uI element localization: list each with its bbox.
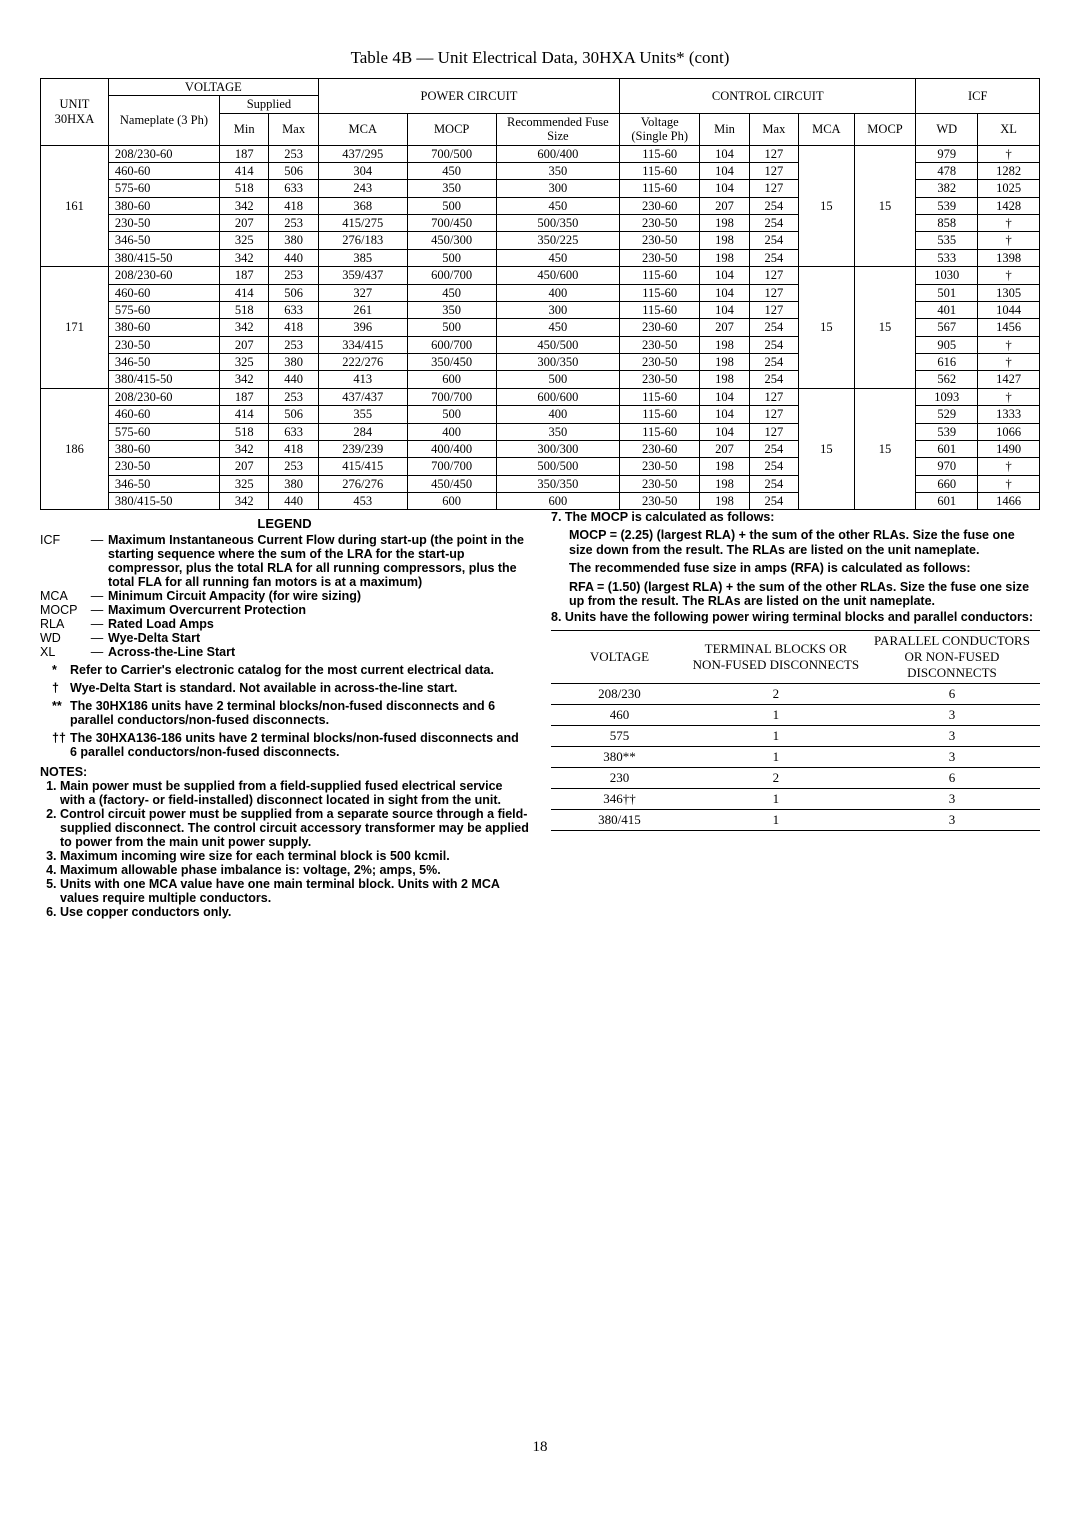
notes-title: NOTES: <box>40 765 529 779</box>
page-number: 18 <box>40 1439 1040 1456</box>
legend-title: LEGEND <box>40 516 529 531</box>
electrical-data-table: UNIT 30HXA VOLTAGE POWER CIRCUIT CONTROL… <box>40 78 1040 510</box>
rfa-formula: RFA = (1.50) (largest RLA) + the sum of … <box>569 580 1040 609</box>
notes-list: Main power must be supplied from a field… <box>40 779 529 919</box>
legend-list: ICF—Maximum Instantaneous Current Flow d… <box>40 533 529 659</box>
table-caption: Table 4B — Unit Electrical Data, 30HXA U… <box>40 48 1040 68</box>
rfa-intro: The recommended fuse size in amps (RFA) … <box>569 561 1040 575</box>
note-8: 8. Units have the following power wiring… <box>551 610 1040 624</box>
note-7-title: 7. The MOCP is calculated as follows: <box>551 510 1040 524</box>
mocp-formula: MOCP = (2.25) (largest RLA) + the sum of… <box>569 528 1040 557</box>
terminal-table: VOLTAGETERMINAL BLOCKS OR NON-FUSED DISC… <box>551 630 1040 831</box>
footnotes: *Refer to Carrier's electronic catalog f… <box>40 663 529 759</box>
